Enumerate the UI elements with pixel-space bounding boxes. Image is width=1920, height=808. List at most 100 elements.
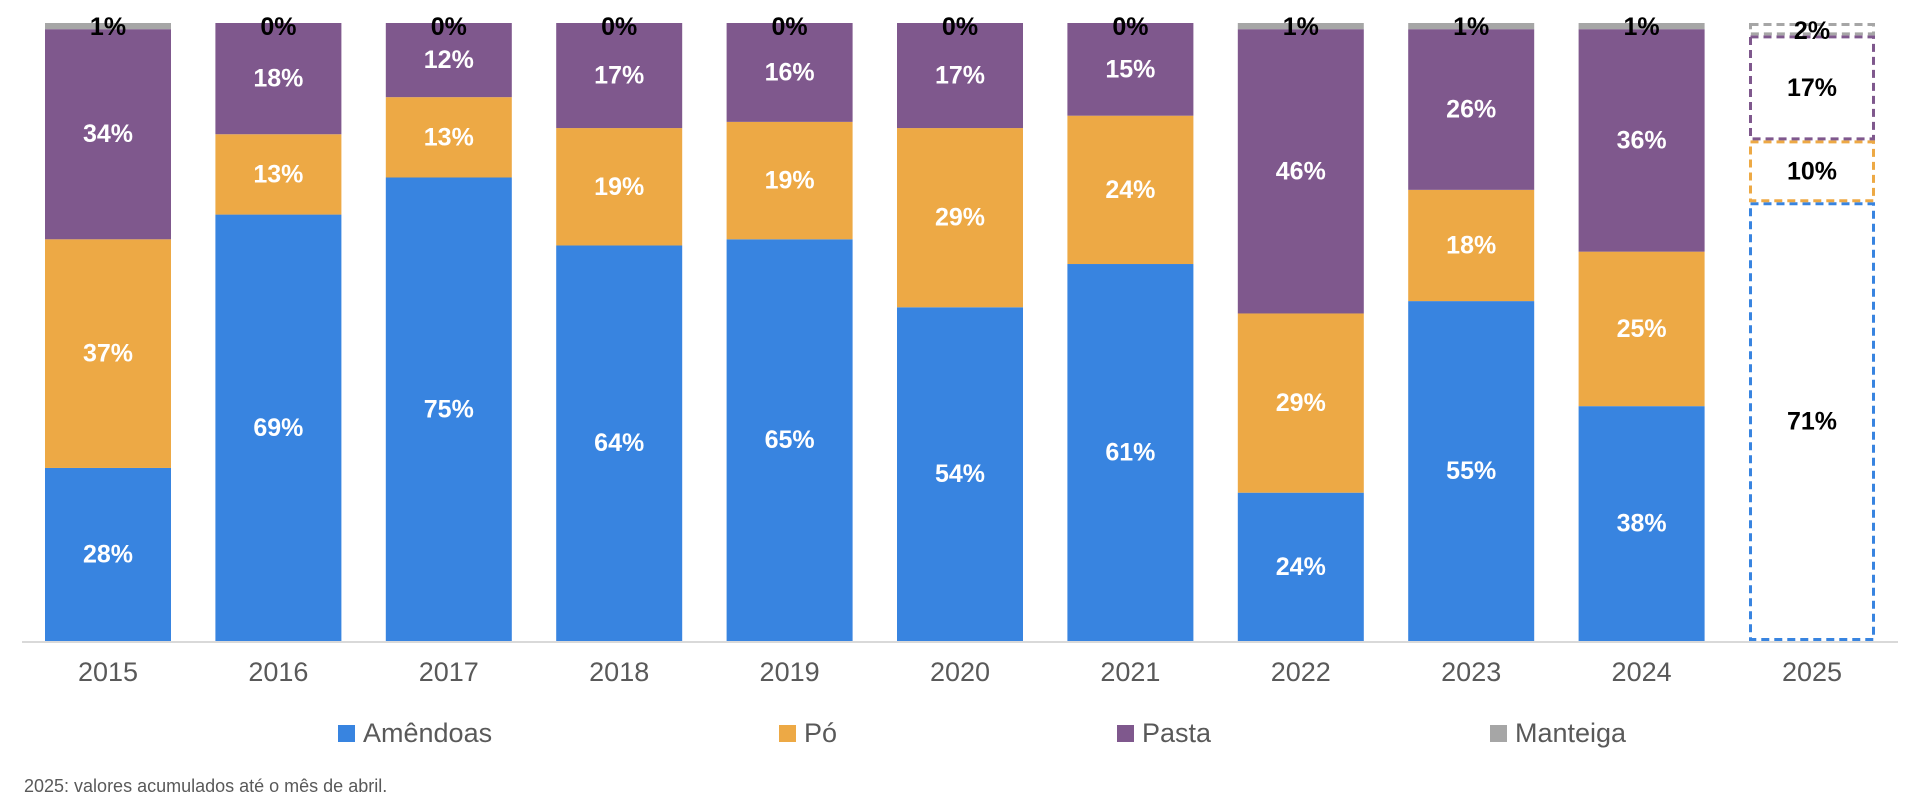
bar-segment-pasta-2020 (897, 23, 1023, 129)
data-label-pasta-2021: 15% (1105, 55, 1155, 83)
data-label-am-ndoas-2024: 38% (1617, 510, 1667, 538)
data-label-p--2021: 24% (1105, 176, 1155, 204)
data-label-am-ndoas-2025: 71% (1787, 408, 1837, 436)
bar-segment-p--2016 (215, 134, 342, 215)
data-label-pasta-2017: 12% (424, 46, 474, 74)
bar-segment-manteiga-2022 (1237, 23, 1364, 30)
legend-item-p-: Pó (779, 718, 837, 749)
x-tick-label-2023: 2023 (1441, 657, 1501, 687)
x-tick-labels: 2015 2016 2017 2018 2019 2020 2021 2022 2023 2024… (78, 657, 1842, 687)
legend: Amêndoas Pó Pasta Manteiga (0, 718, 1920, 758)
footnote: 2025: valores acumulados até o mês de ab… (24, 776, 388, 796)
data-label-p--2016: 13% (253, 160, 303, 188)
data-label-p--2023: 18% (1446, 231, 1496, 259)
legend-label: Amêndoas (363, 718, 493, 748)
bar-segment-pasta-2016 (215, 23, 342, 135)
bar-segment-pasta-2023 (1408, 29, 1535, 190)
bar-segment-p--2018 (556, 128, 683, 246)
data-label-pasta-2023: 26% (1446, 96, 1496, 124)
data-label-pasta-2018: 17% (594, 62, 644, 90)
data-label-p--2015: 37% (83, 340, 133, 368)
x-tick-label-2016: 2016 (248, 657, 308, 687)
data-label-p--2025: 10% (1787, 157, 1837, 185)
data-label-am-ndoas-2015: 28% (83, 540, 133, 568)
data-label-manteiga-2015: 1% (90, 13, 126, 41)
bar-segment-p--2020 (897, 128, 1023, 308)
data-label-am-ndoas-2018: 64% (594, 429, 644, 457)
bar-segment-pasta-2017 (385, 23, 512, 98)
bar-segment-manteiga-2025 (1749, 23, 1875, 36)
bar-segment-pasta-2022 (1237, 29, 1364, 314)
bar-segment-pasta-2018 (556, 23, 683, 129)
bar-segment-am-ndoas-2023 (1408, 301, 1535, 641)
bar-segment-am-ndoas-2016 (215, 214, 342, 641)
data-label-pasta-2015: 34% (83, 120, 133, 148)
data-label-am-ndoas-2017: 75% (424, 395, 474, 423)
data-label-p--2019: 19% (765, 167, 815, 195)
data-label-manteiga-2020: 0% (942, 13, 978, 41)
data-label-am-ndoas-2020: 54% (935, 460, 985, 488)
x-tick-label-2022: 2022 (1271, 657, 1331, 687)
bar-segment-am-ndoas-2017 (385, 177, 512, 641)
data-label-pasta-2019: 16% (765, 58, 815, 86)
bar-segment-p--2022 (1237, 313, 1364, 493)
bar-segment-p--2023 (1408, 189, 1535, 302)
data-label-manteiga-2024: 1% (1624, 13, 1660, 41)
bar-segment-am-ndoas-2020 (897, 307, 1023, 641)
bar-segment-pasta-2021 (1067, 23, 1194, 116)
legend-label: Manteiga (1515, 718, 1627, 748)
stacked-bar-chart: 28% 37% 34% 1% 69% 13% 18% 0% 75% 13% 12% 0% 64% 19% 1… (22, 13, 1898, 687)
data-label-p--2024: 25% (1617, 315, 1667, 343)
bar-segment-manteiga-2023 (1408, 23, 1535, 30)
data-label-pasta-2020: 17% (935, 62, 985, 90)
data-label-manteiga-2018: 0% (601, 13, 637, 41)
bar-segment-p--2017 (385, 97, 512, 178)
bar-segment-pasta-2019 (726, 23, 853, 122)
bar-segment-p--2021 (1067, 115, 1194, 265)
legend-swatch (779, 725, 796, 742)
bar-segment-p--2025 (1749, 140, 1875, 203)
data-label-manteiga-2023: 1% (1453, 13, 1489, 41)
x-tick-label-2017: 2017 (419, 657, 479, 687)
data-label-manteiga-2017: 0% (431, 13, 467, 41)
legend-item-pasta: Pasta (1117, 718, 1211, 749)
bar-segment-am-ndoas-2019 (726, 239, 853, 642)
data-label-pasta-2022: 46% (1276, 157, 1326, 185)
x-tick-label-2018: 2018 (589, 657, 649, 687)
x-tick-label-2019: 2019 (760, 657, 820, 687)
bar-segment-am-ndoas-2022 (1237, 492, 1364, 641)
bar-segment-manteiga-2015 (45, 23, 171, 30)
data-label-manteiga-2025: 2% (1794, 17, 1830, 45)
data-label-am-ndoas-2023: 55% (1446, 457, 1496, 485)
bar-segment-am-ndoas-2024 (1578, 406, 1705, 641)
legend-label: Pó (804, 718, 838, 748)
x-tick-label-2020: 2020 (930, 657, 990, 687)
data-label-manteiga-2021: 0% (1112, 13, 1148, 41)
data-label-pasta-2024: 36% (1617, 126, 1667, 154)
bar-segment-am-ndoas-2018 (556, 245, 683, 642)
legend-label: Pasta (1142, 718, 1212, 748)
data-label-manteiga-2016: 0% (260, 13, 296, 41)
data-label-am-ndoas-2019: 65% (765, 426, 815, 454)
bar-segment-manteiga-2024 (1578, 23, 1705, 30)
x-tick-label-2015: 2015 (78, 657, 138, 687)
data-label-am-ndoas-2016: 69% (253, 414, 303, 442)
bars-group: 28% 37% 34% 1% 69% 13% 18% 0% 75% 13% 12% 0% 64% 19% 1… (45, 13, 1875, 642)
bar-segment-pasta-2015 (45, 29, 171, 240)
data-label-p--2022: 29% (1276, 389, 1326, 417)
bar-segment-p--2019 (726, 121, 853, 240)
data-label-pasta-2025: 17% (1787, 74, 1837, 102)
bar-segment-pasta-2025 (1749, 35, 1875, 141)
data-label-manteiga-2022: 1% (1283, 13, 1319, 41)
data-label-p--2017: 13% (424, 123, 474, 151)
legend-item-manteiga: Manteiga (1490, 718, 1626, 749)
bar-segment-p--2015 (45, 239, 171, 468)
data-label-p--2020: 29% (935, 204, 985, 232)
bar-segment-pasta-2024 (1578, 29, 1705, 252)
legend-swatch (1117, 725, 1134, 742)
bar-segment-am-ndoas-2015 (45, 467, 171, 641)
data-label-p--2018: 19% (594, 173, 644, 201)
legend-swatch (1490, 725, 1507, 742)
x-tick-label-2024: 2024 (1612, 657, 1672, 687)
bar-segment-am-ndoas-2021 (1067, 264, 1194, 641)
